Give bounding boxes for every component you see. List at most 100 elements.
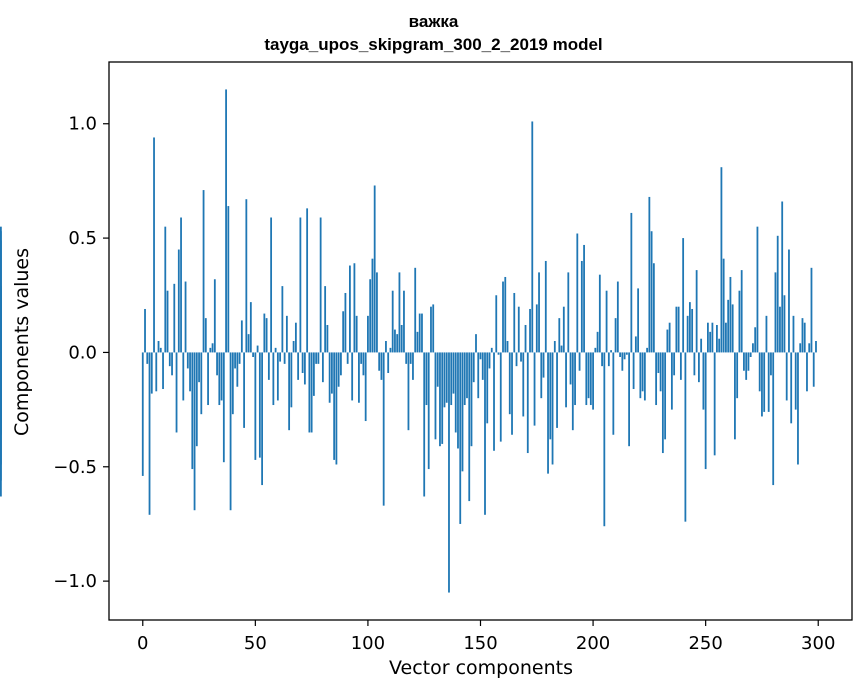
x-tick-label: 0 [137, 633, 148, 654]
bar [308, 352, 311, 433]
bar [180, 217, 182, 353]
bar [285, 315, 288, 353]
bar [270, 217, 273, 353]
bar [144, 308, 146, 353]
bar [659, 352, 662, 392]
bar [571, 352, 574, 431]
bar [754, 327, 757, 353]
x-tick-label: 150 [463, 633, 497, 654]
bar [364, 352, 367, 422]
bar [236, 352, 239, 387]
bar [808, 343, 811, 353]
bar [463, 352, 466, 406]
bar [297, 352, 300, 380]
bar [274, 347, 277, 353]
bar [772, 352, 775, 486]
bar [407, 352, 410, 431]
bar [182, 352, 185, 401]
bar [711, 322, 714, 353]
chart-subtitle: tayga_upos_skipgram_300_2_2019 model [264, 35, 603, 54]
axes-frame [108, 61, 853, 621]
bar [783, 295, 786, 353]
bar [533, 352, 536, 426]
bar [688, 302, 691, 353]
bar [153, 137, 155, 353]
bar [526, 352, 529, 454]
bar [342, 311, 345, 353]
bar [141, 352, 144, 476]
bar [580, 260, 583, 353]
bar [335, 352, 338, 465]
bar [468, 352, 471, 502]
bar [632, 352, 635, 390]
bar [337, 352, 340, 387]
bar [427, 352, 430, 470]
x-tick-label: 300 [801, 633, 835, 654]
bar [513, 292, 516, 353]
bar [686, 315, 689, 353]
bar [405, 352, 408, 364]
bar [585, 352, 588, 406]
bar [288, 352, 291, 431]
bar [209, 347, 212, 353]
bar [648, 196, 651, 353]
bar [531, 121, 534, 353]
bar [603, 352, 606, 527]
bar [430, 306, 432, 353]
bar [499, 352, 502, 442]
bar [346, 352, 349, 364]
bar [317, 352, 320, 364]
bar [475, 334, 477, 353]
bar [740, 270, 743, 353]
bar [186, 352, 189, 369]
bar [738, 290, 741, 353]
bar [797, 352, 799, 465]
bar [378, 352, 381, 371]
bar [655, 352, 658, 406]
bar [727, 299, 730, 353]
y-tick-label: 0.0 [68, 342, 97, 363]
bar [628, 352, 630, 447]
bar [387, 352, 390, 374]
bar [207, 352, 209, 406]
bar [434, 352, 437, 440]
bar [414, 267, 417, 353]
bar [281, 286, 284, 353]
chart-title: важка [408, 12, 459, 31]
bar [385, 341, 387, 353]
bar [758, 352, 761, 392]
bar [781, 201, 784, 353]
bar [610, 350, 612, 353]
y-tick-label: −1.0 [53, 571, 97, 592]
bar [459, 352, 462, 524]
bar [619, 352, 621, 357]
bar [231, 352, 234, 415]
bar [524, 324, 527, 353]
bar [565, 352, 567, 408]
bar [502, 281, 504, 353]
bar [729, 276, 732, 353]
bar [216, 352, 218, 376]
bar [794, 352, 797, 410]
bar [803, 322, 806, 353]
bar [700, 338, 703, 353]
bar [625, 352, 628, 355]
bar [630, 212, 633, 353]
bar [743, 352, 745, 371]
bar [725, 322, 727, 353]
bar [355, 315, 358, 353]
bar [416, 331, 419, 353]
bar [229, 352, 232, 511]
bar [761, 352, 763, 417]
bar [303, 352, 306, 385]
bar [0, 318, 2, 353]
bar [716, 324, 718, 353]
bar [490, 347, 493, 353]
bar [652, 263, 655, 353]
bar [164, 226, 167, 353]
bar [373, 185, 376, 353]
bar [508, 352, 511, 415]
bar [709, 331, 712, 353]
bar [594, 347, 597, 353]
x-tick-label: 50 [244, 633, 267, 654]
